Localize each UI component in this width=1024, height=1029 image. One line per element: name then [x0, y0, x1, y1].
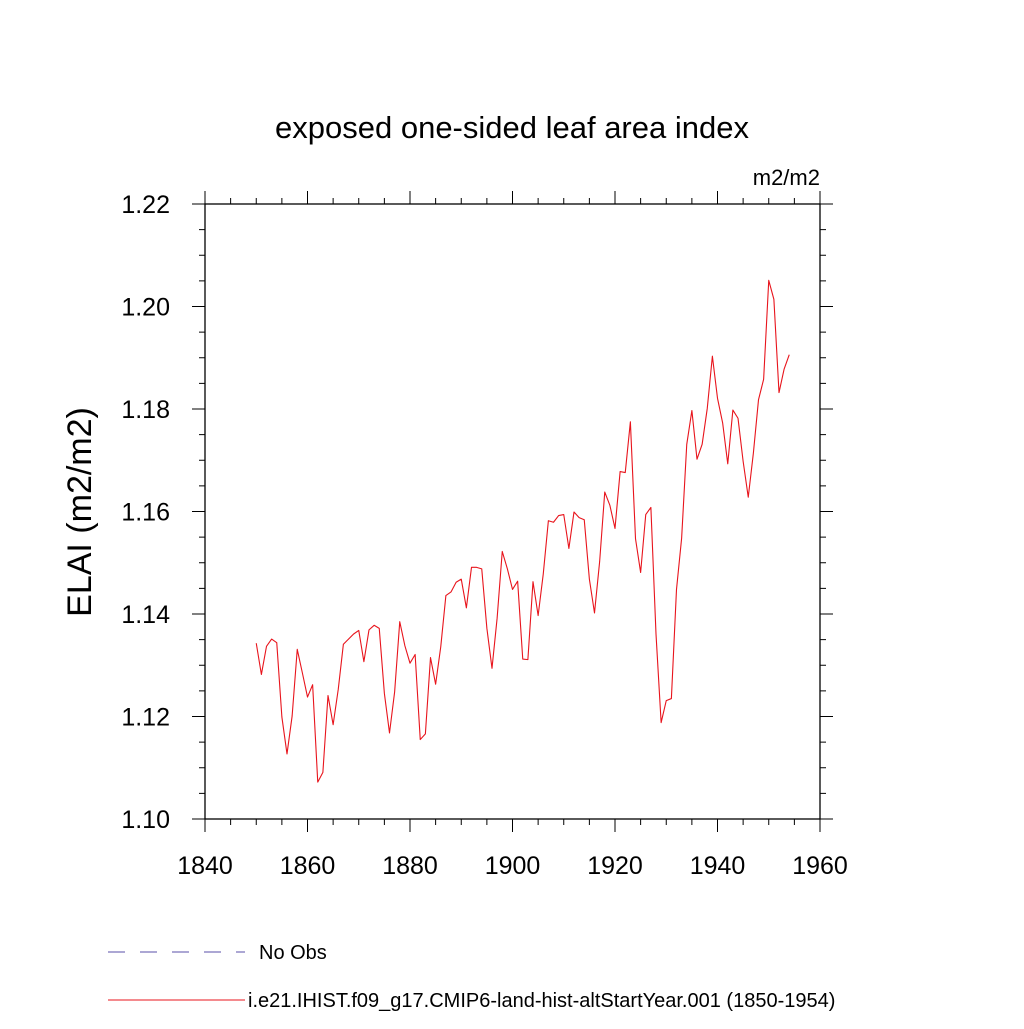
- y-tick-label: 1.12: [121, 704, 170, 732]
- x-tick-label: 1960: [792, 852, 848, 880]
- series-line-0: [255, 279, 790, 783]
- x-tick-label: 1860: [280, 852, 336, 880]
- x-tick-label: 1900: [485, 852, 541, 880]
- x-tick-label: 1840: [177, 852, 233, 880]
- legend: No Obs i.e21.IHIST.f09_g17.CMIP6-land-hi…: [108, 942, 835, 1012]
- y-tick-label: 1.16: [121, 499, 170, 527]
- x-tick-label: 1920: [587, 852, 643, 880]
- tick-labels-layer: 1840 1860 1880 1900 1920 1940 1960 1.10 1.12 1.14…: [121, 191, 847, 880]
- series-layer: [255, 279, 790, 783]
- legend-label-no-obs: No Obs: [259, 942, 327, 964]
- legend-label-model-run: i.e21.IHIST.f09_g17.CMIP6-land-hist-altS…: [248, 990, 835, 1012]
- x-tick-label: 1880: [382, 852, 438, 880]
- y-tick-label: 1.10: [121, 806, 170, 834]
- y-axis-label: ELAI (m2/m2): [61, 407, 99, 617]
- y-tick-label: 1.18: [121, 396, 170, 424]
- chart-title: exposed one-sided leaf area index: [275, 110, 749, 145]
- plot-frame: [204, 203, 821, 820]
- ticks-layer: [192, 191, 833, 832]
- y-tick-label: 1.22: [121, 191, 170, 219]
- y-tick-label: 1.20: [121, 294, 170, 322]
- x-tick-label: 1940: [690, 852, 746, 880]
- y-tick-label: 1.14: [121, 601, 170, 629]
- units-label: m2/m2: [753, 165, 820, 190]
